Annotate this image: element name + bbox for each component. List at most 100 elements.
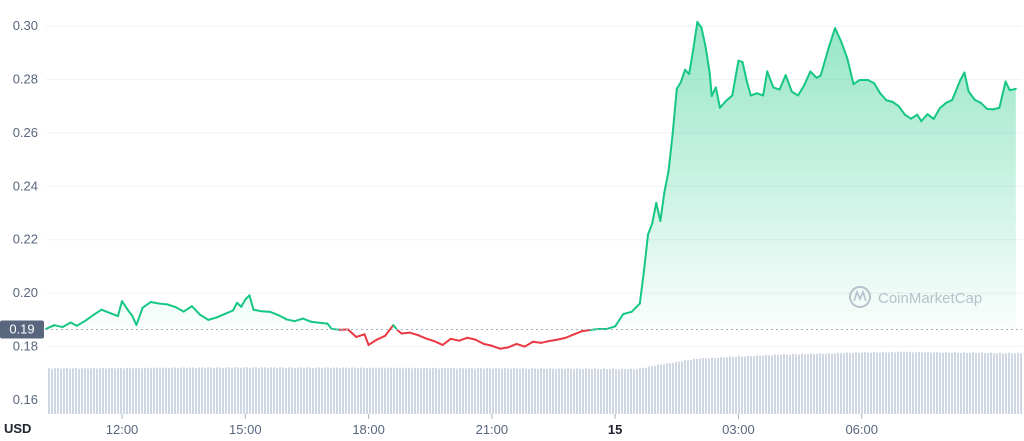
volume-bar <box>756 355 758 414</box>
volume-bar <box>114 368 116 414</box>
volume-bar <box>96 368 98 414</box>
price-line-segment <box>207 316 218 321</box>
volume-bar <box>1002 353 1004 414</box>
volume-bar <box>141 368 143 414</box>
grid-lines <box>46 25 1022 401</box>
price-line-segment <box>910 113 919 120</box>
volume-bar <box>300 367 302 414</box>
watermark: CoinMarketCap <box>849 286 982 308</box>
price-line-segment <box>852 78 861 86</box>
price-line-segment <box>655 201 662 223</box>
x-axis: 12:00 15:00 18:00 21:00 15 03:00 06:00 <box>106 414 878 437</box>
volume-bar <box>399 367 401 414</box>
volume-bar <box>519 368 521 414</box>
volume-bar <box>234 367 236 414</box>
volume-bar <box>291 367 293 414</box>
volume-bar <box>264 367 266 414</box>
volume-bar <box>285 367 287 414</box>
volume-bar <box>447 368 449 414</box>
price-line-segment <box>998 80 1007 109</box>
volume-bar <box>933 352 935 414</box>
price-line-segment <box>400 331 411 335</box>
price-line-segment <box>755 92 765 97</box>
volume-bar <box>684 360 686 414</box>
volume-bar <box>441 367 443 414</box>
volume-bar <box>918 351 920 414</box>
volume-bar <box>459 367 461 414</box>
volume-bar <box>270 367 272 414</box>
volume-bar <box>540 368 542 414</box>
volume-bar <box>861 352 863 414</box>
price-line-segment <box>490 344 502 350</box>
volume-bar <box>489 368 491 414</box>
volume-bar <box>702 357 704 414</box>
volume-bar <box>318 367 320 414</box>
volume-bar <box>240 367 242 414</box>
price-line-segment <box>231 301 239 312</box>
volume-bar <box>975 353 977 414</box>
volume-bar <box>984 353 986 414</box>
price-line-segment <box>174 306 185 313</box>
volume-bar <box>633 369 635 414</box>
price-line-segment <box>75 319 87 327</box>
volume-bar <box>849 353 851 414</box>
price-line-segment <box>573 330 584 336</box>
y-tick-label: 0.24 <box>13 178 38 193</box>
volume-bar <box>201 367 203 414</box>
price-line-segment <box>846 57 855 86</box>
price-line-segment <box>932 107 941 120</box>
price-line-segment <box>659 190 666 223</box>
volume-bar <box>486 368 488 414</box>
price-line-segment <box>564 333 576 339</box>
volume-bar <box>354 367 356 414</box>
volume-bar <box>171 367 173 414</box>
volume-bar <box>48 368 50 414</box>
volume-bar <box>78 368 80 414</box>
volume-bar <box>987 353 989 414</box>
volume-bar <box>927 351 929 414</box>
y-axis: 0.30 0.28 0.26 0.24 0.22 0.20 0.18 0.16 USD <box>4 18 38 436</box>
volume-bar <box>711 357 713 414</box>
volume-bar <box>741 356 743 414</box>
volume-bar <box>534 368 536 414</box>
volume-bar <box>93 367 95 414</box>
volume-bar <box>144 367 146 414</box>
price-line-segment <box>692 20 699 51</box>
volume-bar <box>183 367 185 414</box>
volume-bar <box>213 368 215 414</box>
volume-bar <box>615 369 617 414</box>
volume-bar <box>843 353 845 414</box>
volume-bar <box>561 368 563 414</box>
price-line-segment <box>190 305 202 316</box>
volume-bar <box>573 369 575 414</box>
volume-bar <box>363 367 365 414</box>
volume-bar <box>981 352 983 414</box>
volume-bar <box>696 358 698 414</box>
volume-bar <box>663 364 665 414</box>
price-line-segment <box>630 302 641 313</box>
volume-bar <box>69 368 71 414</box>
price-line-segment <box>809 70 818 79</box>
volume-bar <box>525 368 527 414</box>
price-line-segment <box>992 106 1001 111</box>
volume-bar <box>960 352 962 414</box>
volume-bar <box>483 368 485 414</box>
y-tick-label: 0.30 <box>13 18 38 33</box>
price-line-segment <box>885 99 894 103</box>
volume-bar <box>528 368 530 414</box>
volume-bar <box>333 367 335 414</box>
volume-bar <box>348 368 350 414</box>
volume-bar <box>522 368 524 414</box>
volume-bar <box>420 368 422 414</box>
volume-bar <box>570 368 572 414</box>
volume-bar <box>738 356 740 414</box>
volume-bar <box>558 368 560 414</box>
volume-bar <box>405 367 407 414</box>
volume-bar <box>345 367 347 414</box>
price-line-segment <box>778 74 787 91</box>
volume-bar <box>63 368 65 414</box>
volume-bar <box>375 368 377 414</box>
volume-bar <box>261 367 263 414</box>
volume-bar <box>744 356 746 414</box>
volume-bar <box>231 367 233 414</box>
